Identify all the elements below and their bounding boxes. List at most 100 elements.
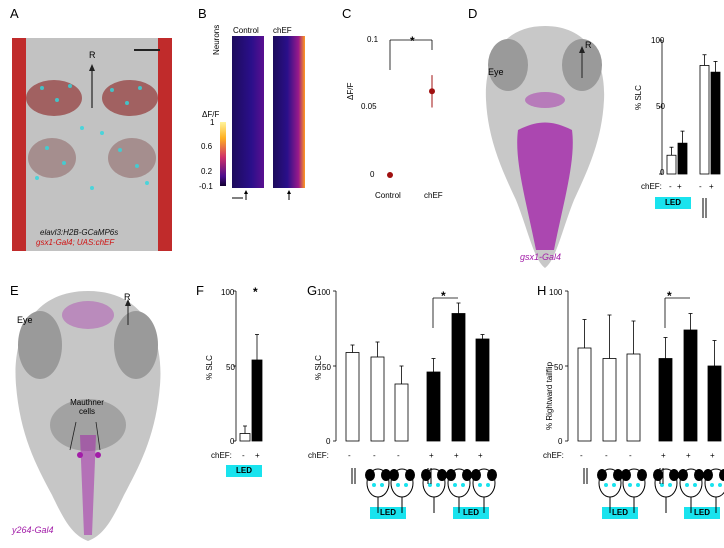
panel-g-fish-icon-3-eye-l <box>446 469 456 481</box>
panel-g-fish-icon-0-eye-r <box>381 469 391 481</box>
panel-letter-g: G <box>307 283 318 298</box>
panel-g-chef-2: - <box>397 451 400 460</box>
panel-d-bar-3 <box>710 71 721 175</box>
panel-g-led-2: LED <box>453 507 489 519</box>
panel-h-bar-1 <box>602 358 617 442</box>
panel-g-fish-icon-4-head <box>472 468 496 498</box>
panel-g-ytick-0: 100 <box>317 288 331 297</box>
panel-h-chef-0: - <box>580 451 583 460</box>
panel-h-fish-icon-1-dot-r <box>636 483 640 487</box>
panel-h-led-2: LED <box>684 507 720 519</box>
panel-g-fish-icon-0-dot-l <box>372 483 376 487</box>
panel-g-fish-icon-0-dot-r <box>380 483 384 487</box>
panel-h-bar-4 <box>683 329 698 442</box>
panel-g-fish-icon-2-head <box>422 468 446 498</box>
panel-d-chef-0: - <box>669 182 672 191</box>
panel-h-fish-icon-2-dot-l <box>660 483 664 487</box>
panel-c-point-0 <box>387 172 393 178</box>
panel-g-bar-3 <box>426 371 441 442</box>
panel-f-chef-label: chEF: <box>211 451 232 460</box>
panel-f-chef-0: - <box>242 451 245 460</box>
panel-h-fish-icon-4-head <box>704 468 724 498</box>
panel-d-brain-image <box>478 20 612 270</box>
panel-a-image <box>12 38 172 251</box>
panel-b-col1: Control <box>233 26 259 35</box>
panel-h-fish-icon-0-head <box>598 468 622 498</box>
panel-g-fish-icon-2-eye-r <box>437 469 447 481</box>
panel-g-fish-icon-3-head <box>447 468 471 498</box>
panel-h-fish-icon-4-dot-r <box>718 483 722 487</box>
panel-b-cbar-title: ΔF/F <box>202 110 220 119</box>
panel-d-ylabel: % SLC <box>634 85 643 110</box>
panel-d-chef-1: + <box>677 182 682 191</box>
panel-g-bar-4 <box>451 313 466 442</box>
panel-h-fish-icon-3-head <box>679 468 703 498</box>
panel-h-bar-0 <box>577 347 592 442</box>
panel-a-line1: elavl3:H2B-GCaMP6s <box>40 228 119 237</box>
panel-g-ytick-1: 50 <box>322 363 331 372</box>
panel-g-fish-icon-3-dot-l <box>453 483 457 487</box>
panel-h-fish-icon-4-eye-l <box>703 469 713 481</box>
panel-h-bar-2 <box>626 353 641 442</box>
panel-g-fish-icon-1-eye-r <box>405 469 415 481</box>
panel-d-ytick-1: 50 <box>656 102 665 111</box>
panel-g-fish-icon-2-eye-l <box>421 469 431 481</box>
panel-h-fish-icon-3-dot-r <box>693 483 697 487</box>
panel-g-sig: * <box>441 289 446 303</box>
panel-letter-b: B <box>198 6 207 21</box>
panel-g-bar-2 <box>394 383 409 442</box>
panel-h-fish-icon-2-dot-r <box>668 483 672 487</box>
panel-f-led: LED <box>226 465 262 477</box>
panel-h-sig: * <box>667 289 672 303</box>
panel-letter-e: E <box>10 283 19 298</box>
panel-e-brain-image <box>8 285 168 543</box>
panel-a-r-label: R <box>89 50 96 60</box>
panel-c-ytick-2: 0 <box>370 170 375 179</box>
cbar-tick-neg01: -0.1 <box>199 182 213 191</box>
panel-h-chef-2: - <box>629 451 632 460</box>
panel-e-r-label: R <box>124 292 131 302</box>
panel-g-chef-5: + <box>478 451 483 460</box>
cbar-tick-1: 1 <box>210 118 215 127</box>
panel-h-ylabel: % Rightward tailflip <box>545 361 554 430</box>
panel-d-bar-2 <box>699 65 710 175</box>
panel-h-fish-icon-2-eye-r <box>669 469 679 481</box>
panel-c-point-1 <box>429 88 435 95</box>
panel-h-fish-icon-3-eye-l <box>678 469 688 481</box>
panel-h-fish-icon-3-eye-r <box>694 469 704 481</box>
panel-g-bar-1 <box>370 356 385 442</box>
panel-g-fish-icon-4-dot-l <box>478 483 482 487</box>
panel-b-colorbar <box>220 122 226 186</box>
panel-b-heatmap-control <box>232 36 264 188</box>
panel-g-fish-icon-1-dot-r <box>404 483 408 487</box>
panel-f-ylabel: % SLC <box>205 355 214 380</box>
panel-h-fish-icon-2-head <box>654 468 678 498</box>
panel-g-chef-3: + <box>429 451 434 460</box>
panel-b-heatmap-chef <box>273 36 305 188</box>
panel-h-fish-icon-0-eye-r <box>613 469 623 481</box>
panel-g-fish-icon-2-dot-r <box>436 483 440 487</box>
panel-h-bar-5 <box>707 365 722 442</box>
panel-f-bar-0 <box>239 433 251 442</box>
cbar-tick-02: 0.2 <box>201 167 213 176</box>
panel-h-chef-label: chEF: <box>543 451 564 460</box>
panel-f-bar-1 <box>251 359 263 442</box>
panel-h-led-1: LED <box>602 507 638 519</box>
panel-d-eye: Eye <box>488 67 504 77</box>
panel-g-fish-icon-3-dot-r <box>461 483 465 487</box>
panel-f-ytick-2: 0 <box>230 437 235 446</box>
panel-d-bar-0 <box>666 154 677 175</box>
panel-h-fish-icon-4-eye-r <box>719 469 724 481</box>
panel-g-fish-icon-2-dot-l <box>428 483 432 487</box>
panel-g-fish-icon-2 <box>421 468 447 513</box>
panel-h-fish-icon-1-head <box>622 468 646 498</box>
panel-c-xcat-1: chEF <box>424 191 443 200</box>
panel-g-fish-icon-4-eye-l <box>471 469 481 481</box>
panel-h-bar-3 <box>658 358 673 442</box>
panel-h-fish-icon-3-dot-l <box>685 483 689 487</box>
panel-g-bar-0 <box>345 352 360 442</box>
panel-c-ytick-1: 0.05 <box>361 102 377 111</box>
panel-g-fish-icon-1-eye-l <box>389 469 399 481</box>
panel-g-bar-5 <box>475 338 490 442</box>
panel-h-fish-icon-4-dot-l <box>710 483 714 487</box>
